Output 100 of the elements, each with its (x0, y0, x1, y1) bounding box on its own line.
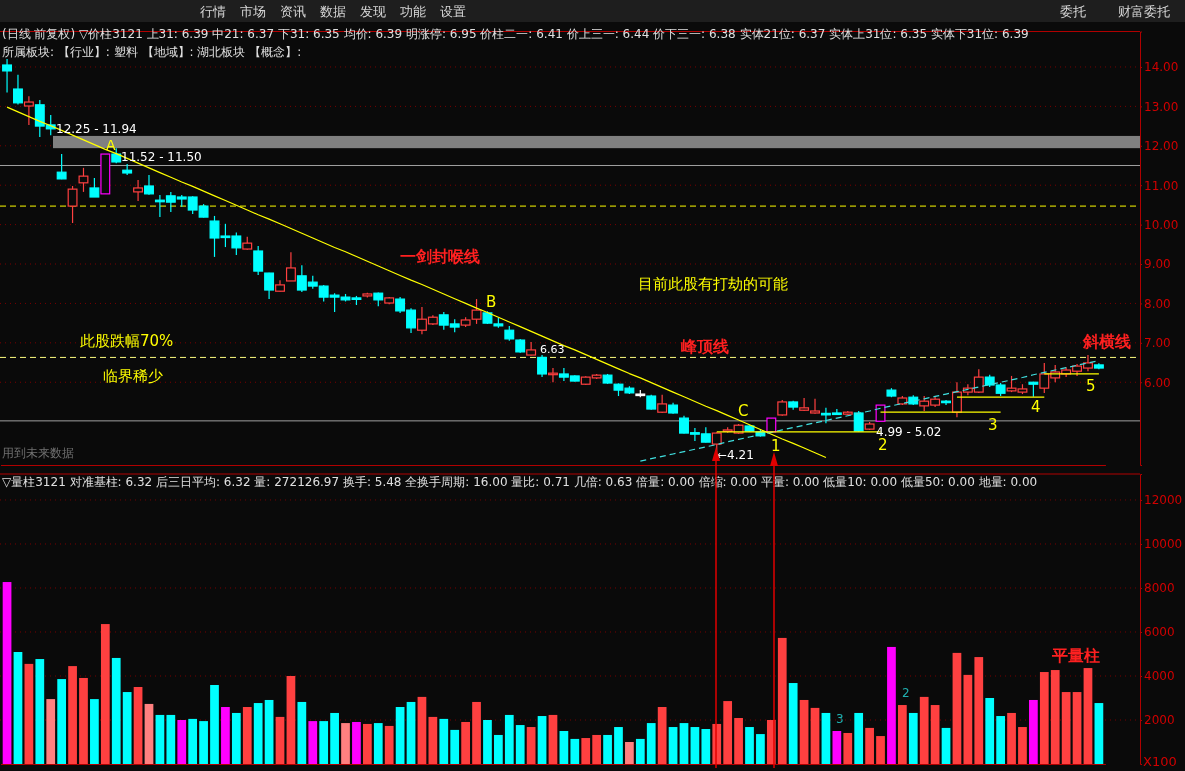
annotation: 5 (1086, 377, 1096, 395)
bar (1050, 670, 1060, 764)
y-tick-label: 12.00 (1144, 139, 1179, 154)
annotation: 3 (836, 712, 844, 726)
bar (166, 714, 176, 764)
candlestick (67, 185, 78, 224)
text: 财富委托 (1118, 3, 1170, 21)
annotation: 12.25 - 11.94 (56, 122, 137, 136)
candlestick (56, 153, 67, 180)
bar (439, 718, 449, 764)
bar (1072, 692, 1082, 764)
bar (963, 674, 973, 764)
bar (242, 707, 252, 764)
bar (1061, 692, 1071, 764)
bar (57, 679, 67, 764)
bar (908, 712, 918, 764)
bar (515, 725, 525, 764)
bar (221, 707, 230, 764)
bar (286, 675, 296, 764)
bar (461, 721, 470, 764)
bar (854, 712, 864, 764)
bar (297, 701, 307, 764)
bar (668, 727, 678, 764)
y-tick-label: 8000 (1144, 581, 1175, 596)
bar (177, 719, 187, 764)
bar (603, 734, 612, 764)
candlestick (264, 272, 275, 300)
y-tick-label: 11.00 (1144, 178, 1179, 193)
annotation: ←4.21 (717, 448, 754, 462)
bar (308, 721, 318, 764)
bar (974, 657, 984, 764)
bar (1029, 699, 1038, 764)
bar (996, 716, 1005, 764)
bar (592, 734, 602, 764)
bar (526, 727, 536, 764)
bar (657, 707, 667, 764)
candlestick (537, 354, 548, 378)
bar (494, 734, 503, 764)
bar (144, 703, 154, 764)
candlestick (2, 58, 13, 94)
bar (734, 718, 743, 764)
candlestick (13, 74, 23, 106)
bar (537, 716, 547, 764)
text: 设置 (440, 3, 466, 21)
bar (897, 705, 907, 764)
bar (210, 685, 219, 764)
bar (68, 666, 77, 764)
bar (843, 732, 853, 764)
bar (341, 723, 350, 764)
bar (264, 699, 274, 764)
bar (133, 686, 143, 764)
text: 资讯 (280, 3, 306, 21)
annotation: 4 (1031, 398, 1041, 416)
bar (919, 696, 929, 764)
bar (810, 707, 820, 764)
candlestick (144, 174, 154, 196)
bar (35, 659, 45, 764)
bar (483, 719, 492, 764)
bar (199, 721, 208, 764)
bar (756, 734, 765, 764)
text: 行情 (200, 3, 226, 21)
annotation: 2 (878, 436, 888, 454)
y-tick-label: 9.00 (1144, 257, 1171, 272)
annotation: 一剑封喉线 (400, 247, 480, 266)
candlestick (657, 394, 668, 414)
bar (865, 727, 874, 764)
annotation: 3 (988, 416, 998, 434)
bar (930, 705, 940, 764)
bar (1018, 727, 1027, 764)
bar (79, 677, 88, 764)
bar (231, 712, 241, 764)
bar (275, 716, 285, 764)
bar (406, 701, 416, 764)
bar (941, 727, 951, 764)
annotation: 平量柱 (1051, 646, 1100, 665)
bar (2, 582, 12, 764)
candlestick (285, 251, 296, 282)
bar (723, 701, 733, 764)
bar (1083, 668, 1093, 764)
y-tick-label: 2000 (1144, 713, 1175, 728)
annotation: C (738, 402, 749, 420)
bar (745, 727, 754, 764)
bar (428, 716, 438, 764)
bar (330, 712, 339, 764)
candlestick (253, 245, 264, 276)
bar (985, 697, 995, 764)
bar (1039, 672, 1049, 764)
bar (395, 707, 405, 764)
y-tick-label: 12000 (1144, 493, 1183, 508)
y-tick-label: 13.00 (1144, 99, 1179, 114)
y-tick-label: 6000 (1144, 625, 1175, 640)
text: 委托 (1060, 3, 1086, 21)
annotation: 此股跌幅70% (80, 332, 174, 350)
bar (90, 699, 99, 764)
bar (777, 637, 787, 764)
bar (188, 718, 198, 764)
bar (417, 696, 427, 764)
bar (876, 736, 885, 764)
bar (450, 729, 460, 764)
y-tick-label: 4000 (1144, 669, 1175, 684)
